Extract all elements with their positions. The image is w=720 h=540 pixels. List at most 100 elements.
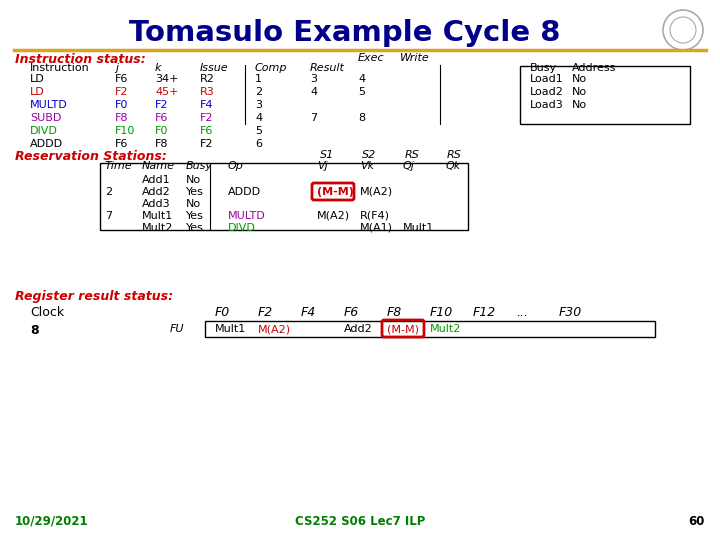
Bar (205, 321, 655, 337)
Text: 8: 8 (30, 324, 39, 337)
Text: Time: Time (105, 161, 132, 171)
Text: Yes: Yes (186, 187, 204, 197)
Text: SUBD: SUBD (30, 113, 61, 123)
Text: F2: F2 (200, 113, 214, 123)
Text: F6: F6 (115, 139, 128, 149)
Text: Write: Write (400, 53, 430, 63)
Text: F0: F0 (215, 306, 230, 319)
Text: Qj: Qj (403, 161, 415, 171)
Text: 6: 6 (255, 139, 262, 149)
Text: RS: RS (447, 150, 462, 160)
Text: M(A2): M(A2) (317, 211, 350, 221)
Text: ...: ... (516, 306, 528, 319)
Text: F10: F10 (430, 306, 454, 319)
Text: Busy: Busy (530, 63, 557, 73)
Text: Vj: Vj (317, 161, 328, 171)
Text: F2: F2 (155, 100, 168, 110)
Text: R3: R3 (200, 87, 215, 97)
Text: Reservation Stations:: Reservation Stations: (15, 150, 167, 163)
Text: Address: Address (572, 63, 616, 73)
Text: F8: F8 (155, 139, 168, 149)
Text: 4: 4 (255, 113, 262, 123)
Bar (520, 66, 690, 124)
Text: Load1: Load1 (530, 74, 564, 84)
Text: ADDD: ADDD (30, 139, 63, 149)
Text: Mult2: Mult2 (430, 324, 462, 334)
Text: Yes: Yes (186, 223, 204, 233)
Text: F6: F6 (200, 126, 213, 136)
Text: 2: 2 (255, 87, 262, 97)
Text: R2: R2 (200, 74, 215, 84)
Text: k: k (155, 63, 161, 73)
Text: DIVD: DIVD (30, 126, 58, 136)
Text: F4: F4 (301, 306, 316, 319)
Text: Add1: Add1 (142, 175, 171, 185)
Text: 4: 4 (310, 87, 317, 97)
Text: Issue: Issue (200, 63, 229, 73)
Text: Op: Op (228, 161, 244, 171)
Text: Busy: Busy (186, 161, 213, 171)
Text: S2: S2 (362, 150, 377, 160)
Text: LD: LD (30, 87, 45, 97)
Text: 7: 7 (105, 211, 112, 221)
Text: R(F4): R(F4) (360, 211, 390, 221)
Text: Add2: Add2 (142, 187, 171, 197)
Text: (M-M): (M-M) (387, 324, 419, 334)
Text: Name: Name (142, 161, 175, 171)
Text: 4: 4 (358, 74, 365, 84)
Text: F2: F2 (200, 139, 214, 149)
Text: M(A2): M(A2) (258, 324, 291, 334)
Text: Load3: Load3 (530, 100, 564, 110)
Text: CS252 S06 Lec7 ILP: CS252 S06 Lec7 ILP (294, 515, 426, 528)
Text: 45+: 45+ (155, 87, 179, 97)
Text: Clock: Clock (30, 306, 64, 319)
Text: F6: F6 (344, 306, 359, 319)
Text: F8: F8 (115, 113, 128, 123)
Text: F6: F6 (115, 74, 128, 84)
Text: F2: F2 (115, 87, 128, 97)
Text: 34+: 34+ (155, 74, 179, 84)
Text: Vk: Vk (360, 161, 374, 171)
Text: Add2: Add2 (344, 324, 373, 334)
Text: 8: 8 (358, 113, 365, 123)
Bar (100, 163, 468, 230)
Text: Yes: Yes (186, 211, 204, 221)
Text: F0: F0 (115, 100, 128, 110)
Text: Instruction status:: Instruction status: (15, 53, 145, 66)
Text: F2: F2 (258, 306, 274, 319)
Text: 2: 2 (105, 187, 112, 197)
Text: M(A2): M(A2) (360, 187, 393, 197)
Text: 1: 1 (255, 74, 262, 84)
Text: ADDD: ADDD (228, 187, 261, 197)
Text: F12: F12 (473, 306, 496, 319)
Text: Qk: Qk (446, 161, 462, 171)
Text: RS: RS (405, 150, 420, 160)
Text: Comp: Comp (255, 63, 287, 73)
Text: Instruction: Instruction (30, 63, 90, 73)
Text: M(A1): M(A1) (360, 223, 393, 233)
Text: (M-M): (M-M) (317, 187, 354, 197)
Text: F0: F0 (155, 126, 168, 136)
Text: 10/29/2021: 10/29/2021 (15, 515, 89, 528)
Text: 60: 60 (688, 515, 705, 528)
Text: MULTD: MULTD (228, 211, 266, 221)
Text: 3: 3 (255, 100, 262, 110)
Text: F10: F10 (115, 126, 135, 136)
Text: LD: LD (30, 74, 45, 84)
Text: No: No (572, 87, 587, 97)
Text: Mult2: Mult2 (142, 223, 174, 233)
Text: Tomasulo Example Cycle 8: Tomasulo Example Cycle 8 (130, 19, 561, 47)
Text: Register result status:: Register result status: (15, 290, 173, 303)
Text: No: No (186, 175, 201, 185)
Text: No: No (186, 199, 201, 209)
Text: Mult1: Mult1 (403, 223, 434, 233)
Text: S1: S1 (320, 150, 334, 160)
Text: MULTD: MULTD (30, 100, 68, 110)
Text: DIVD: DIVD (228, 223, 256, 233)
Text: F8: F8 (387, 306, 402, 319)
Text: j: j (115, 63, 118, 73)
Text: F30: F30 (559, 306, 582, 319)
Text: No: No (572, 100, 587, 110)
Text: 5: 5 (358, 87, 365, 97)
Text: 7: 7 (310, 113, 317, 123)
